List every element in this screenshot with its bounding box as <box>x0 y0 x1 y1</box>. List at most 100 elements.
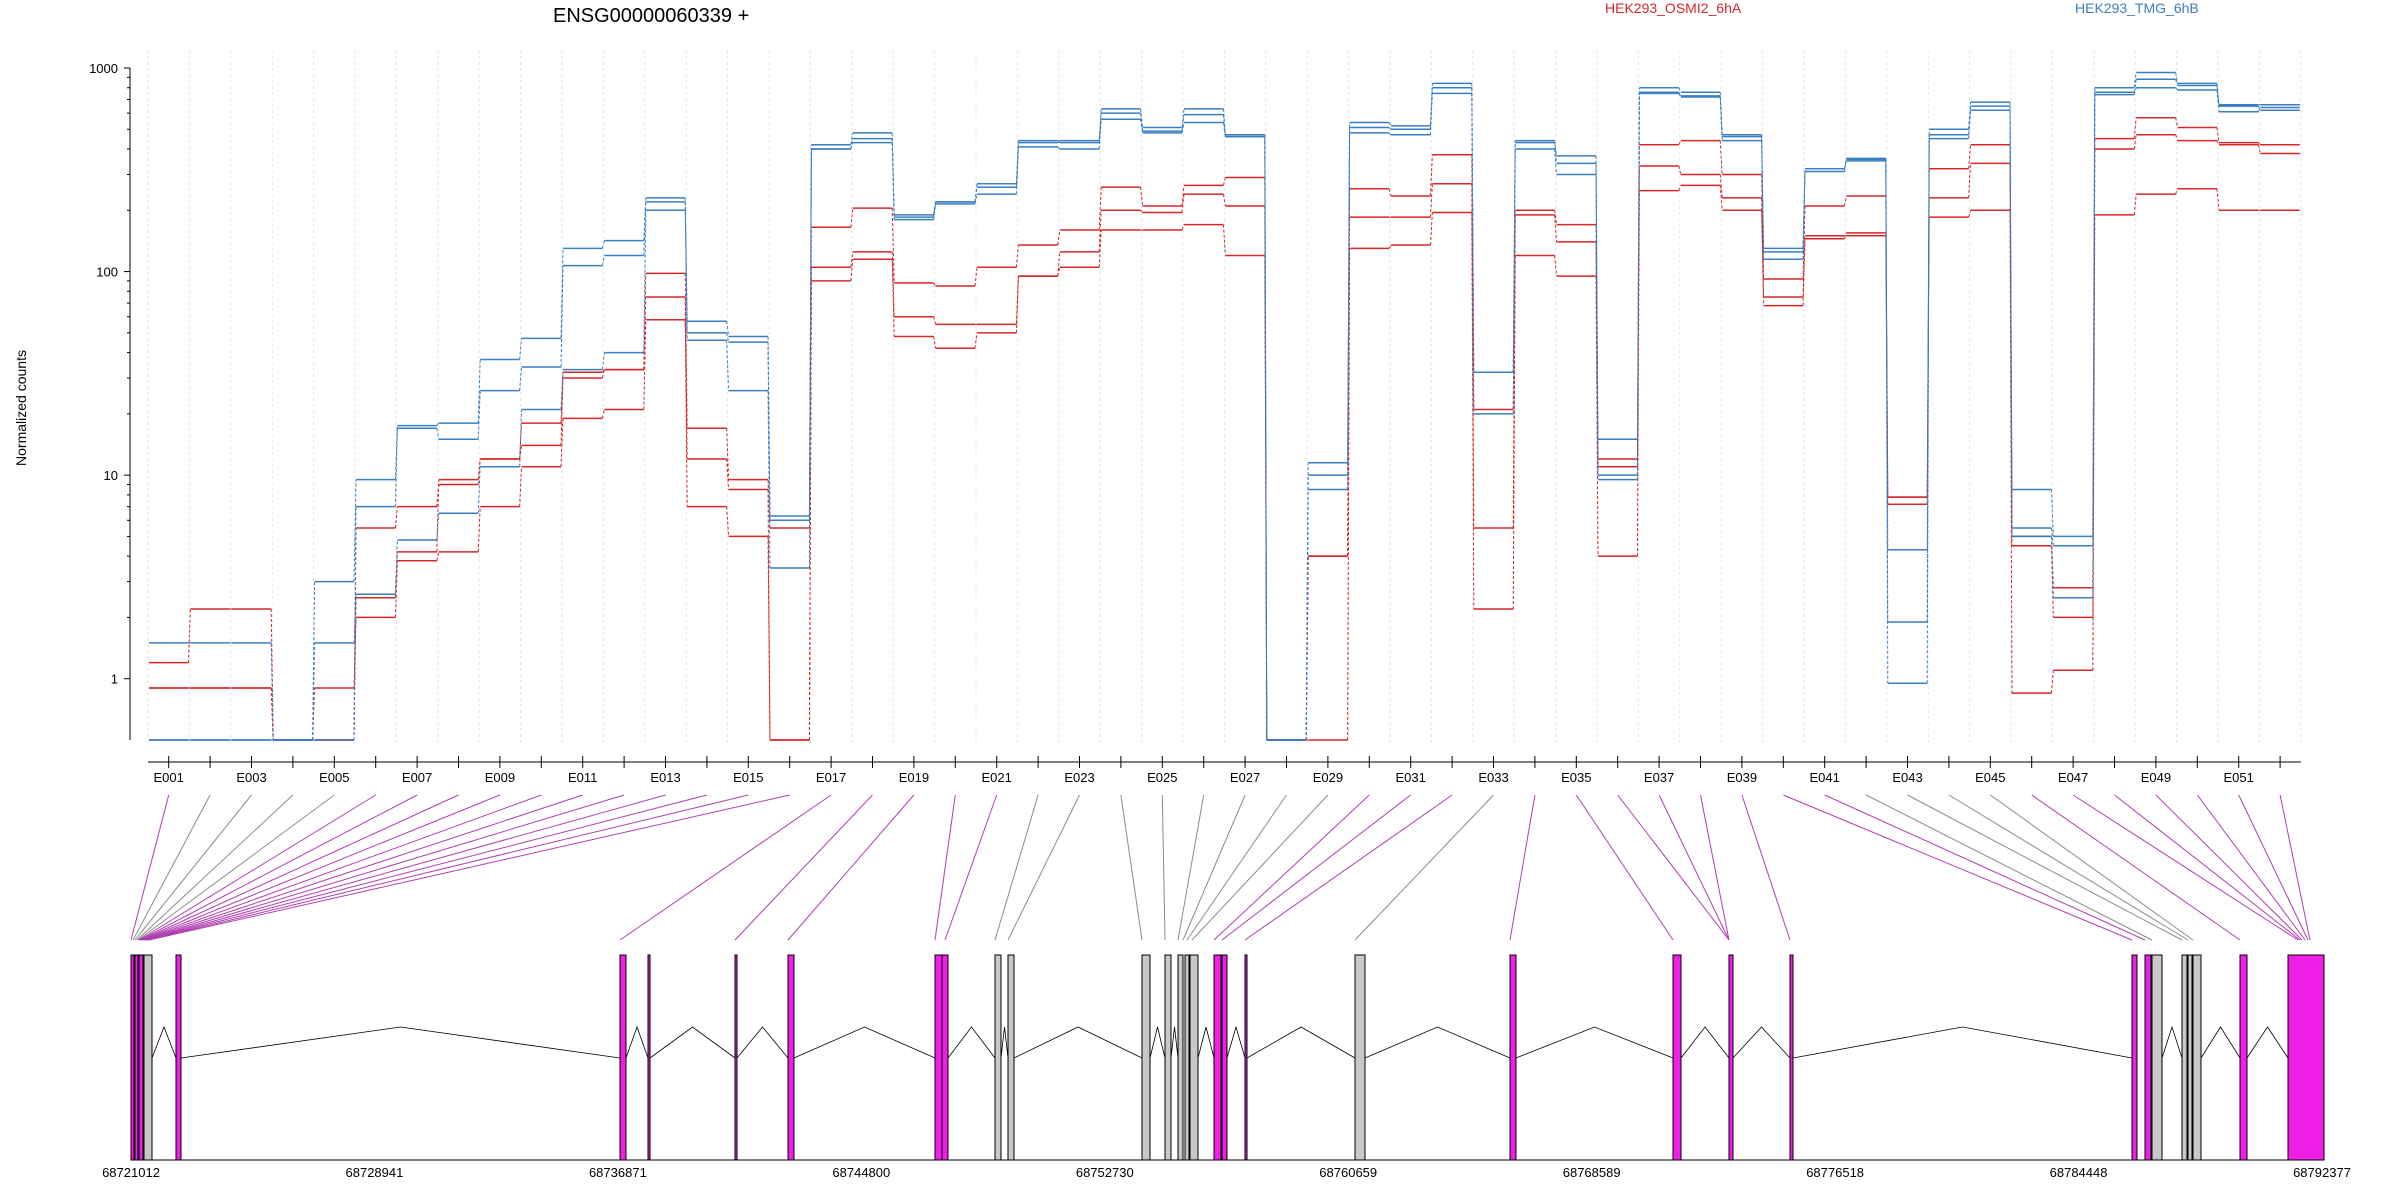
exon-mapping-line <box>1120 794 1143 941</box>
data-connector <box>891 251 895 317</box>
data-connector <box>1678 87 1682 93</box>
x-tick-label: E015 <box>733 770 763 785</box>
exon-box <box>2131 954 2138 1161</box>
data-connector <box>643 210 647 353</box>
exon-mapping-line <box>1907 794 2183 941</box>
data-connector <box>1719 185 1723 211</box>
data-connector <box>1305 462 1309 741</box>
exon-box <box>2144 954 2152 1161</box>
data-connector <box>1388 244 1392 249</box>
exon-mapping-line <box>1865 794 2153 941</box>
data-connector <box>850 259 854 281</box>
data-connector <box>1098 210 1102 252</box>
data-connector <box>1761 134 1765 249</box>
x-tick-label: E017 <box>816 770 846 785</box>
data-connector <box>477 466 481 514</box>
data-connector <box>601 240 605 249</box>
data-connector <box>1015 276 1019 325</box>
data-connector <box>2175 188 2179 195</box>
data-connector <box>1678 165 1682 175</box>
intron-connector <box>736 1026 789 1059</box>
exon-mapping-line <box>1948 794 2189 941</box>
exon-mapping-line <box>2279 794 2311 941</box>
data-connector <box>726 428 730 480</box>
data-connector <box>2175 134 2179 141</box>
coordinate-label: 68784448 <box>2050 1165 2108 1180</box>
exon-mapping-line <box>1191 794 1329 941</box>
data-connector <box>1595 155 1599 440</box>
data-connector <box>726 458 730 490</box>
data-connector <box>2257 105 2261 111</box>
intron-connector <box>1680 1026 1730 1059</box>
data-connector <box>1222 224 1226 256</box>
data-connector <box>2050 670 2054 694</box>
data-connector <box>2257 107 2261 112</box>
data-connector <box>726 340 730 391</box>
data-connector <box>2133 87 2137 95</box>
exon-mapping-line <box>145 794 666 941</box>
intron-connector <box>180 1026 621 1059</box>
y-tick-label: 100 <box>96 265 118 280</box>
gene-model <box>130 954 2325 1161</box>
data-connector <box>974 267 978 286</box>
data-connector <box>2050 536 2054 598</box>
exon-mapping-line <box>1575 794 1674 941</box>
data-connector <box>394 551 398 598</box>
x-tick-label: E003 <box>236 770 266 785</box>
exon-mapping-line <box>1509 794 1536 941</box>
intron-connector <box>793 1026 936 1059</box>
exon-mapping-line <box>137 794 335 941</box>
data-connector <box>2216 140 2220 145</box>
data-connector <box>1264 134 1268 741</box>
x-tick-label: E025 <box>1147 770 1177 785</box>
y-axis-label: Normalized counts <box>13 350 29 466</box>
exon-mapping-line <box>1990 794 2194 941</box>
exon-mapping-line <box>1824 794 2146 941</box>
exon-mapping-line <box>147 794 749 941</box>
exon-mapping-line <box>143 794 583 941</box>
data-connector <box>1926 134 1930 622</box>
exon-mapping-line <box>1213 794 1370 941</box>
data-connector <box>2216 83 2220 105</box>
intron-connector <box>2246 1026 2289 1059</box>
data-connector <box>1181 224 1185 231</box>
data-connector <box>1678 140 1682 145</box>
data-connector <box>684 273 688 429</box>
exon-box <box>2187 954 2193 1161</box>
coordinate-label: 68728941 <box>346 1165 404 1180</box>
exon-box <box>1509 954 1517 1161</box>
data-connector <box>1843 195 1847 207</box>
data-connector <box>1554 255 1558 277</box>
exon-mapping-line <box>1161 794 1166 941</box>
data-connector <box>2050 527 2054 546</box>
exon-box <box>1789 954 1794 1161</box>
exon-mapping-line <box>146 794 708 941</box>
x-tick-label: E049 <box>2141 770 2171 785</box>
data-connector <box>436 551 440 561</box>
genomic-coordinate-axis: 68721012 68728941 68736871 68744800 68752730… <box>102 1165 2351 1180</box>
data-connector <box>1843 158 1847 169</box>
data-connector <box>477 390 481 440</box>
data-connector <box>1471 154 1475 410</box>
data-connector <box>1968 144 1972 169</box>
gridlines <box>147 50 2302 745</box>
data-connector <box>2175 79 2179 86</box>
data-connector <box>1222 108 1226 135</box>
exon-mapping-lines <box>130 794 2311 941</box>
exon-mapping-line <box>1741 794 1791 941</box>
x-tick-label: E041 <box>1810 770 1840 785</box>
data-connector <box>850 208 854 228</box>
data-connector <box>436 428 440 440</box>
intron-connector <box>625 1025 649 1059</box>
data-connector <box>1222 194 1226 207</box>
exon-mapping-line <box>1007 794 1080 941</box>
y-tick-label: 10 <box>104 468 118 483</box>
exon-mapping-line <box>130 794 170 941</box>
exon-box <box>175 954 182 1161</box>
data-connector <box>2009 102 2013 490</box>
data-connector <box>1015 276 1019 333</box>
exon-box <box>1672 954 1682 1161</box>
data-connector <box>312 581 316 741</box>
data-connector <box>643 197 647 241</box>
data-connector <box>187 608 191 663</box>
